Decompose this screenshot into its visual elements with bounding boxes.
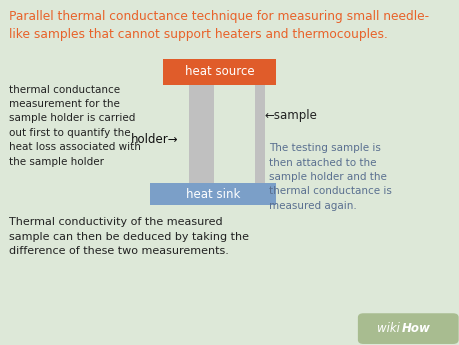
Bar	[188, 83, 213, 185]
Text: Thermal conductivity of the measured
sample can then be deduced by taking the
di: Thermal conductivity of the measured sam…	[9, 217, 249, 256]
Text: ←sample: ←sample	[264, 109, 317, 122]
Text: thermal conductance
measurement for the
sample holder is carried
out first to qu: thermal conductance measurement for the …	[9, 85, 141, 167]
Text: wiki: wiki	[376, 322, 399, 335]
Text: heat sink: heat sink	[185, 188, 240, 200]
Text: The testing sample is
then attached to the
sample holder and the
thermal conduct: The testing sample is then attached to t…	[269, 143, 391, 211]
Text: How: How	[401, 322, 429, 335]
Text: Parallel thermal conductance technique for measuring small needle-
like samples : Parallel thermal conductance technique f…	[9, 10, 428, 41]
Bar	[149, 183, 275, 205]
Bar	[163, 59, 275, 85]
Text: heat source: heat source	[185, 65, 254, 78]
Text: holder→: holder→	[131, 133, 179, 146]
Bar	[255, 83, 265, 185]
FancyBboxPatch shape	[357, 313, 458, 344]
